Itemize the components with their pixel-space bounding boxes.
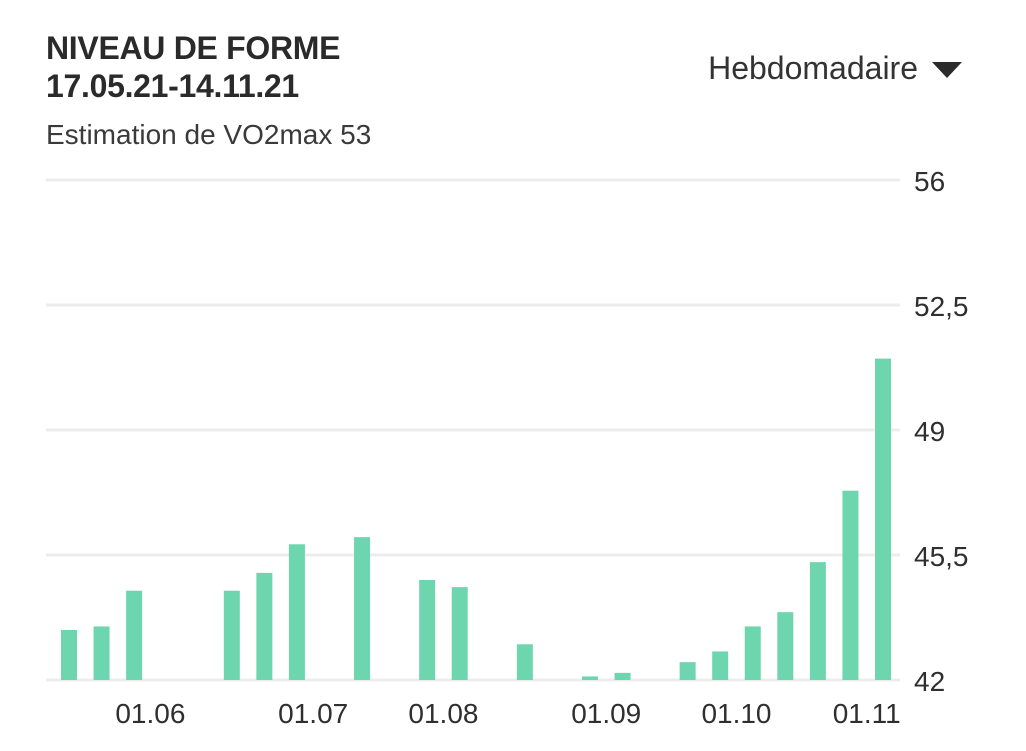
bar	[581, 676, 598, 680]
date-range: 17.05.21-14.11.21	[46, 68, 299, 104]
x-tick-label: 01.09	[571, 698, 641, 729]
period-dropdown-label: Hebdomadaire	[708, 50, 918, 86]
bar	[126, 590, 143, 680]
y-tick-label: 52,5	[914, 291, 969, 322]
bar	[93, 626, 110, 680]
y-tick-label: 42	[914, 666, 945, 697]
y-tick-label: 45,5	[914, 541, 969, 572]
bar	[288, 544, 305, 680]
caret-down-icon	[932, 62, 962, 78]
chart-title: NIVEAU DE FORME	[46, 30, 341, 66]
bar	[744, 626, 761, 680]
bar	[61, 630, 77, 680]
y-tick-label: 56	[914, 166, 945, 197]
bar	[777, 612, 794, 680]
bar	[354, 537, 371, 680]
x-tick-label: 01.10	[701, 698, 771, 729]
bar	[223, 590, 240, 680]
period-dropdown[interactable]: Hebdomadaire	[708, 48, 962, 88]
bar	[875, 358, 891, 680]
bar	[614, 672, 631, 680]
y-tick-label: 49	[914, 416, 945, 447]
x-tick-label: 01.06	[115, 698, 185, 729]
bar	[679, 662, 696, 680]
bar	[256, 572, 273, 680]
bar	[842, 490, 859, 680]
bar	[419, 580, 436, 680]
x-tick-label: 01.11	[833, 698, 901, 729]
x-tick-label: 01.08	[408, 698, 478, 729]
bar	[516, 644, 533, 680]
vo2max-estimate: Estimation de VO2max 53	[46, 119, 372, 150]
bar	[712, 651, 729, 680]
bar	[451, 587, 468, 680]
bar	[809, 562, 826, 680]
x-tick-label: 01.07	[278, 698, 348, 729]
